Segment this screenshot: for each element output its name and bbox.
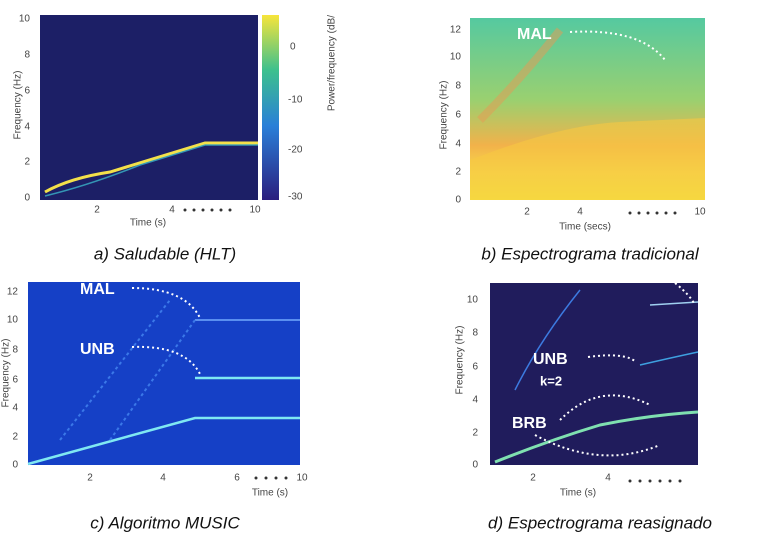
arrow [559,394,651,421]
y-tick: 4 [24,122,30,133]
band [470,118,705,200]
y-tick: 4 [12,403,18,414]
y-tick: 4 [455,139,461,150]
caption: c) Algoritmo MUSIC [90,513,240,532]
x-label: Time (s) [560,488,596,499]
y-tick: 2 [24,157,30,168]
y-tick: 12 [7,287,19,298]
y-tick: 2 [472,428,478,439]
ellipsis [254,476,288,480]
ridge [514,289,581,391]
y-tick: 8 [455,81,461,92]
y-tick: 0 [24,193,30,204]
arrow [674,282,696,306]
arrow [534,434,661,457]
spectrogram [28,282,300,465]
panel-c: 0 2 4 6 8 10 12 2 4 6 10 Time (s) Freque… [1,281,308,532]
panel-a: 0 2 4 6 8 10 2 4 10 Time (s) Frequency (… [13,14,338,264]
y-tick: 6 [455,110,461,121]
ridge [27,416,300,466]
x-tick: 2 [87,473,93,484]
x-tick: 4 [169,205,175,216]
annotation: MAL [80,281,115,298]
colorbar-tick: 0 [290,42,296,53]
y-tick: 2 [455,167,461,178]
arrow [131,287,201,319]
caption: b) Espectrograma tradicional [481,244,700,263]
x-tick: 2 [524,207,530,218]
colorbar-tick: -20 [288,145,303,156]
caption: d) Espectrograma reasignado [488,513,712,532]
colorbar-tick: -10 [288,95,303,106]
x-tick: 4 [605,473,611,484]
spectrogram [490,283,698,465]
ellipsis [183,208,232,212]
y-tick: 8 [12,345,18,356]
annotation: UNB [80,341,115,358]
y-label: Frequency (Hz) [455,326,466,395]
ridge [639,351,699,366]
annotation: k=2 [540,373,562,388]
panel-b: 0 2 4 6 8 10 12 2 4 10 Time (secs) Frequ… [439,18,706,263]
x-tick: 2 [94,205,100,216]
y-tick: 4 [472,395,478,406]
ridge [59,299,196,441]
ridge [649,301,699,306]
y-tick: 2 [12,432,18,443]
y-tick: 8 [472,328,478,339]
annotation: UNB [533,351,568,368]
x-tick: 10 [249,205,261,216]
arrow [587,354,637,363]
arrow [131,345,201,375]
annotation: MAL [517,26,552,43]
x-tick: 10 [296,473,308,484]
caption: a) Saludable (HLT) [94,244,236,263]
x-tick: 4 [577,207,583,218]
x-tick: 4 [160,473,166,484]
y-tick: 0 [455,195,461,206]
y-tick: 10 [7,315,19,326]
panel-d: 0 2 4 6 8 10 2 4 Time (s) Frequency (Hz)… [455,282,712,532]
spectrogram [40,15,258,200]
x-tick: 2 [530,473,536,484]
y-tick: 8 [24,50,30,61]
y-tick: 6 [12,375,18,386]
ridge [494,410,699,464]
band [477,27,564,123]
y-tick: 6 [472,362,478,373]
y-tick: 0 [472,460,478,471]
colorbar-label: Power/frequency (dB/ [327,15,338,111]
ellipsis [628,211,677,215]
y-tick: 10 [467,295,479,306]
ridge [44,141,258,194]
x-label: Time (s) [252,488,288,499]
y-tick: 0 [12,460,18,471]
y-tick: 6 [24,86,30,97]
x-label: Time (s) [130,218,166,229]
colorbar-tick: -30 [288,192,303,203]
y-label: Frequency (Hz) [439,81,450,150]
x-tick: 6 [234,473,240,484]
y-tick: 10 [450,52,462,63]
y-label: Frequency (Hz) [1,339,12,408]
y-tick: 12 [450,25,462,36]
ellipsis [628,479,682,483]
y-label: Frequency (Hz) [13,71,24,140]
ridge [44,144,258,197]
x-label: Time (secs) [559,222,611,233]
x-tick: 10 [694,207,706,218]
colorbar [262,15,279,200]
annotation: BRB [512,415,547,432]
y-tick: 10 [19,14,31,25]
